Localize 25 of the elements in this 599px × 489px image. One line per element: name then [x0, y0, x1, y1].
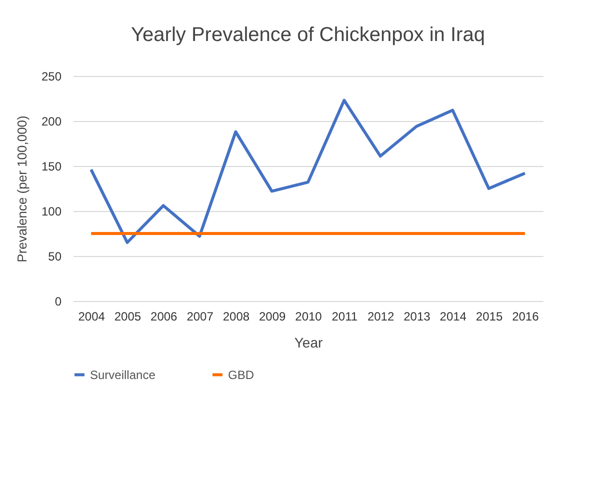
- y-tick-label: 200: [41, 114, 62, 128]
- y-tick-label: 100: [41, 204, 62, 218]
- legend-label: GBD: [228, 368, 254, 382]
- y-axis-title: Prevalence (per 100,000): [14, 116, 30, 262]
- x-tick-label: 2008: [222, 310, 250, 324]
- x-tick-label: 2005: [114, 310, 142, 324]
- x-tick-label: 2015: [476, 310, 503, 324]
- x-tick-label: 2007: [186, 310, 214, 324]
- chart-title: Yearly Prevalence of Chickenpox in Iraq: [131, 24, 485, 46]
- x-axis-title: Year: [294, 334, 323, 350]
- x-tick-label: 2004: [78, 310, 106, 324]
- y-tick-label: 0: [54, 294, 62, 308]
- y-tick-label: 150: [41, 160, 62, 174]
- x-tick-label: 2014: [440, 310, 467, 324]
- line-series: [90, 98, 526, 244]
- legend-label: Surveillance: [90, 368, 156, 382]
- x-tick-label: 2012: [367, 310, 394, 324]
- x-tick-label: 2009: [258, 310, 286, 324]
- x-tick-label: 2013: [404, 310, 431, 324]
- x-tick-label: 2016: [512, 310, 540, 324]
- x-tick-label: 2011: [332, 310, 358, 324]
- x-tick-label: 2010: [295, 310, 322, 324]
- y-tick-label: 250: [41, 70, 62, 84]
- y-tick-label: 50: [48, 250, 62, 264]
- x-tick-label: 2006: [150, 310, 178, 324]
